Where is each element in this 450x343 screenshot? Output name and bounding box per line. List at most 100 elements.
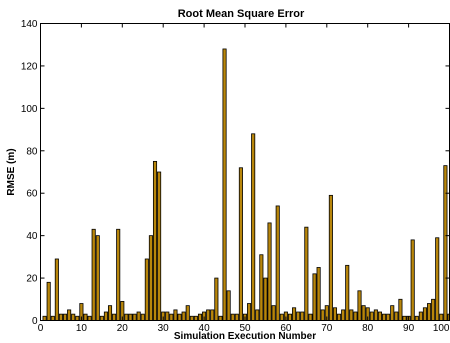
bar xyxy=(193,315,198,321)
bar xyxy=(287,313,293,321)
bar xyxy=(144,258,149,321)
bar xyxy=(234,313,239,321)
bar xyxy=(210,309,215,321)
plot-area-frame xyxy=(40,23,450,321)
bar xyxy=(316,267,321,321)
y-tick-label: 40 xyxy=(26,231,38,242)
bar xyxy=(95,235,100,321)
bar xyxy=(382,313,387,321)
bar xyxy=(230,313,235,321)
bar xyxy=(328,194,333,321)
bar xyxy=(373,309,378,321)
bar xyxy=(247,303,252,321)
bar xyxy=(279,313,284,321)
x-tick-label: 70 xyxy=(321,323,333,334)
bar xyxy=(390,305,395,321)
bar xyxy=(394,311,399,321)
bar xyxy=(83,313,88,321)
bar xyxy=(148,235,153,321)
bar xyxy=(67,309,72,321)
bar xyxy=(136,311,141,321)
bar xyxy=(296,311,301,321)
bar xyxy=(218,315,223,321)
x-tick-label: 100 xyxy=(433,323,450,334)
x-tick-label: 50 xyxy=(239,323,251,334)
bar xyxy=(226,290,231,321)
y-tick-label: 0 xyxy=(32,316,38,327)
bar xyxy=(214,277,219,321)
y-tick-label: 140 xyxy=(21,19,38,30)
y-tick-label: 120 xyxy=(21,61,38,72)
bar xyxy=(443,165,448,321)
x-tick-label: 90 xyxy=(403,323,415,334)
y-tick-label: 60 xyxy=(26,189,38,200)
bar xyxy=(63,313,68,321)
bar xyxy=(357,290,362,321)
y-tick-label: 100 xyxy=(21,104,38,115)
bar xyxy=(431,298,436,321)
bar xyxy=(181,311,186,321)
bar xyxy=(128,313,133,321)
bar xyxy=(165,311,170,321)
bar xyxy=(312,273,317,321)
x-tick-label: 80 xyxy=(362,323,374,334)
bar xyxy=(300,311,305,321)
bar xyxy=(255,309,260,321)
bar xyxy=(353,311,358,321)
x-tick-label: 0 xyxy=(38,323,44,334)
bar xyxy=(427,303,432,321)
bar xyxy=(46,281,51,321)
bar xyxy=(251,133,256,321)
bar xyxy=(189,315,194,321)
bar xyxy=(275,205,280,321)
bar xyxy=(116,228,121,321)
y-tick-label: 20 xyxy=(26,274,38,285)
bar xyxy=(173,309,178,321)
bar xyxy=(349,309,354,321)
bar xyxy=(75,315,80,321)
bar xyxy=(169,313,174,321)
bar xyxy=(320,309,325,321)
bar xyxy=(418,311,423,321)
bar xyxy=(345,264,350,321)
bar xyxy=(332,307,338,321)
bar xyxy=(422,307,427,321)
bar xyxy=(267,222,272,321)
bar xyxy=(177,313,182,321)
bar xyxy=(398,298,403,321)
bar xyxy=(107,305,113,321)
bar xyxy=(99,315,104,321)
bar xyxy=(410,239,415,321)
bar xyxy=(414,315,419,321)
x-tick-label: 30 xyxy=(158,323,170,334)
bar xyxy=(292,307,297,321)
bar xyxy=(50,315,55,321)
bar xyxy=(361,305,366,321)
x-tick-label: 60 xyxy=(280,323,292,334)
bar xyxy=(124,313,129,321)
bar xyxy=(71,313,76,321)
bar xyxy=(206,309,211,321)
bar xyxy=(259,254,264,321)
bar xyxy=(341,309,346,321)
bar xyxy=(197,313,203,321)
bar xyxy=(435,237,440,321)
bar xyxy=(54,258,59,321)
bar xyxy=(222,48,227,321)
bar xyxy=(308,313,313,321)
bar xyxy=(140,313,145,321)
bar xyxy=(337,313,342,321)
bar xyxy=(132,313,137,321)
x-axis-label: Simulation Execution Number xyxy=(174,331,316,342)
bar xyxy=(91,228,96,321)
chart-title: Root Mean Square Error xyxy=(178,8,305,20)
bar xyxy=(271,305,276,321)
bar xyxy=(386,313,391,321)
bar xyxy=(402,315,407,321)
bar xyxy=(42,315,47,321)
bar xyxy=(185,305,190,321)
y-tick-label: 80 xyxy=(26,146,38,157)
x-axis-ticks: 0 10 20 30 40 50 60 70 80 90 100 xyxy=(38,23,450,334)
bars-group xyxy=(42,48,450,321)
bar xyxy=(157,171,162,321)
